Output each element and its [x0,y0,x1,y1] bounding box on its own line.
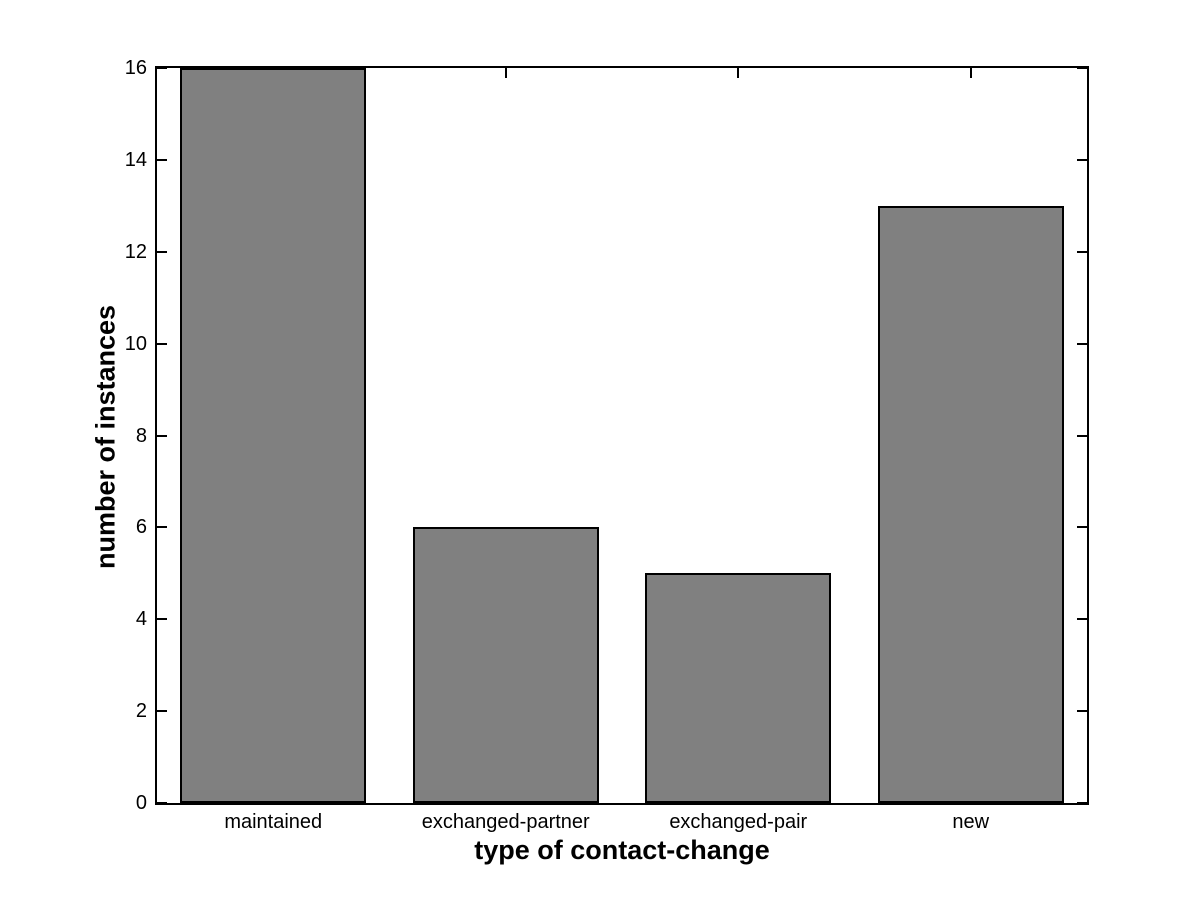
x-tick-label-exchanged-pair: exchanged-pair [669,811,808,833]
y-tick-right-2 [1077,710,1087,713]
x-tick-top-new [969,68,972,78]
y-tick-label-6: 6 [135,516,147,539]
bar-new [877,205,1064,803]
x-tick-label-maintained: maintained [224,811,323,833]
y-tick-label-16: 16 [124,57,147,79]
bar-maintained [180,68,367,803]
y-tick-left-0 [157,802,167,804]
bar-exchanged-partner [412,527,599,803]
x-tick-label-exchanged-partner: exchanged-partner [421,811,590,833]
y-tick-left-14 [157,158,167,161]
y-tick-right-0 [1077,802,1087,804]
y-tick-right-10 [1077,342,1087,345]
plot-area [155,66,1089,805]
y-tick-right-8 [1077,434,1087,437]
y-tick-left-6 [157,526,167,529]
x-tick-top-exchanged-partner [504,68,507,78]
y-tick-left-2 [157,710,167,713]
y-tick-right-6 [1077,526,1087,529]
y-tick-left-10 [157,342,167,345]
y-tick-label-14: 14 [124,148,147,171]
y-tick-left-8 [157,434,167,437]
x-tick-top-exchanged-pair [737,68,740,78]
y-tick-right-4 [1077,618,1087,621]
y-tick-left-12 [157,250,167,253]
y-tick-right-16 [1077,67,1087,69]
x-axis-label: type of contact-change [474,835,770,865]
y-tick-label-2: 2 [135,700,147,723]
y-tick-left-16 [157,67,167,69]
y-tick-label-10: 10 [124,332,147,355]
bar-exchanged-pair [645,573,832,803]
y-tick-label-0: 0 [135,792,147,814]
y-tick-left-4 [157,618,167,621]
y-tick-right-12 [1077,250,1087,253]
x-tick-label-new: new [952,811,990,833]
y-tick-label-4: 4 [135,608,147,631]
y-tick-label-8: 8 [135,424,147,447]
y-tick-label-12: 12 [124,240,147,263]
y-tick-right-14 [1077,158,1087,161]
